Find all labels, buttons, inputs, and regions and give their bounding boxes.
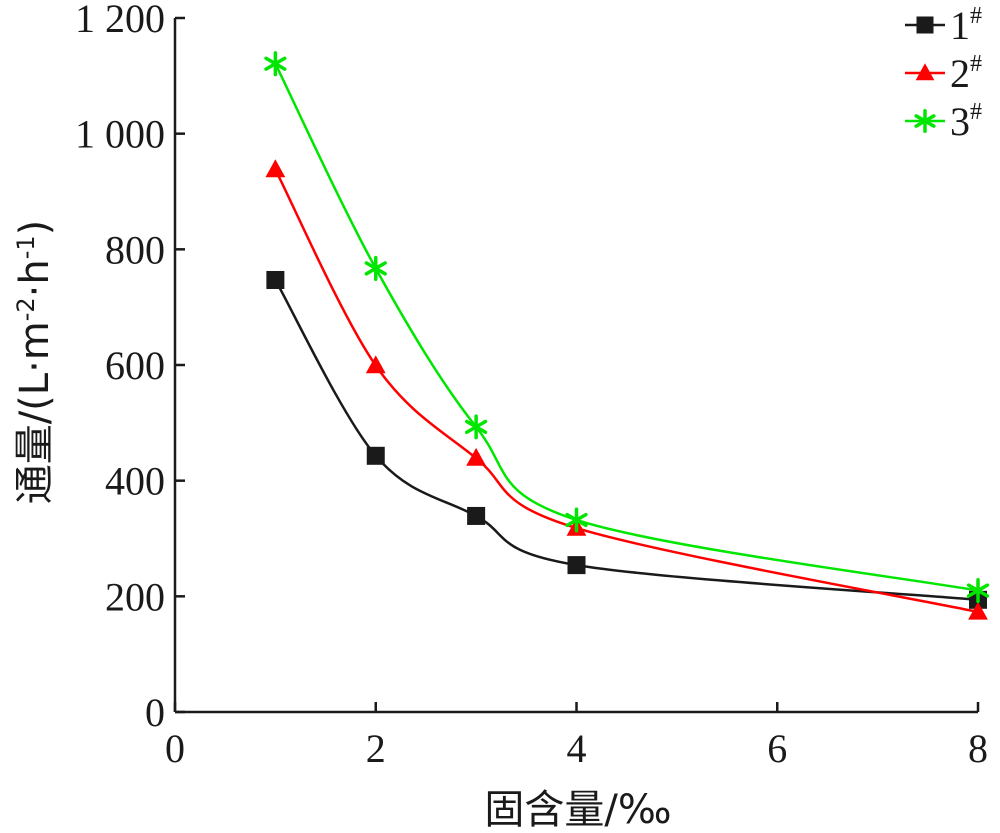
y-tick-label: 800 xyxy=(105,227,165,272)
series-triangle xyxy=(265,159,988,620)
asterisk-stroke xyxy=(574,512,588,522)
legend-marker-triangle xyxy=(915,63,935,81)
asterisk-stroke xyxy=(923,114,936,123)
y-tick-label: 400 xyxy=(105,459,165,504)
data-point-square xyxy=(567,556,586,575)
asterisk-stroke xyxy=(273,56,287,66)
y-tick-label: 0 xyxy=(145,690,165,735)
data-point-triangle xyxy=(968,601,988,620)
x-tick-label: 8 xyxy=(968,726,988,771)
data-point-square xyxy=(266,270,285,289)
data-point-asterisk xyxy=(364,255,387,281)
data-point-asterisk xyxy=(565,507,588,533)
legend-item: 2# xyxy=(905,51,982,96)
data-point-square xyxy=(366,446,385,465)
asterisk-stroke xyxy=(474,419,488,429)
legend-label-sup: # xyxy=(970,99,982,125)
series-square xyxy=(266,270,987,609)
x-tick-label: 4 xyxy=(567,726,587,771)
legend: 1#2#3# xyxy=(905,3,982,144)
series-line xyxy=(274,63,979,592)
legend-label-name: 2 xyxy=(950,51,970,96)
y-axis-title-sup2: -1 xyxy=(12,235,40,259)
y-tick-label: 200 xyxy=(105,574,165,619)
x-tick-label: 2 xyxy=(366,726,386,771)
data-point-square xyxy=(467,506,486,525)
y-tick-label: 1 000 xyxy=(75,112,165,157)
asterisk-stroke xyxy=(374,261,387,271)
y-axis-title-main: 通量/(L·m xyxy=(12,321,58,504)
legend-item: 3# xyxy=(905,99,982,144)
axes xyxy=(173,18,978,714)
data-point-triangle xyxy=(365,355,386,374)
x-axis-title: 固含量/‰ xyxy=(484,787,671,833)
data-point-triangle xyxy=(265,159,286,178)
series-line xyxy=(274,168,979,614)
legend-label: 3# xyxy=(950,99,982,144)
y-axis-title-mid: ·h xyxy=(12,259,58,297)
data-point-triangle xyxy=(466,447,487,466)
legend-item: 1# xyxy=(905,3,982,48)
x-tick-label: 0 xyxy=(165,726,185,771)
data-point-asterisk xyxy=(465,414,488,440)
asterisk-stroke xyxy=(976,583,990,593)
legend-label-sup: # xyxy=(970,3,982,29)
series-layer xyxy=(264,51,990,620)
legend-label-name: 3 xyxy=(950,99,970,144)
legend-label: 2# xyxy=(950,51,982,96)
y-tick-label: 600 xyxy=(105,343,165,388)
legend-marker-asterisk xyxy=(914,109,936,133)
legend-label-name: 1 xyxy=(950,3,970,48)
y-axis-title: 通量/(L·m-2·h-1) xyxy=(12,220,58,505)
legend-marker-square xyxy=(916,16,934,34)
data-point-asterisk xyxy=(966,578,990,604)
y-axis-title-sup1: -2 xyxy=(12,297,40,321)
legend-label-sup: # xyxy=(970,51,982,77)
series-line xyxy=(274,279,979,602)
series-asterisk xyxy=(264,51,990,604)
y-axis-title-end: ) xyxy=(12,220,58,236)
ticks: 0 2 4 6 8 0 200 400 600 800 1 000 1 200 xyxy=(75,0,988,771)
legend-label: 1# xyxy=(950,3,982,48)
x-tick-label: 6 xyxy=(767,726,787,771)
y-tick-label: 1 200 xyxy=(75,0,165,41)
data-point-asterisk xyxy=(264,51,287,77)
